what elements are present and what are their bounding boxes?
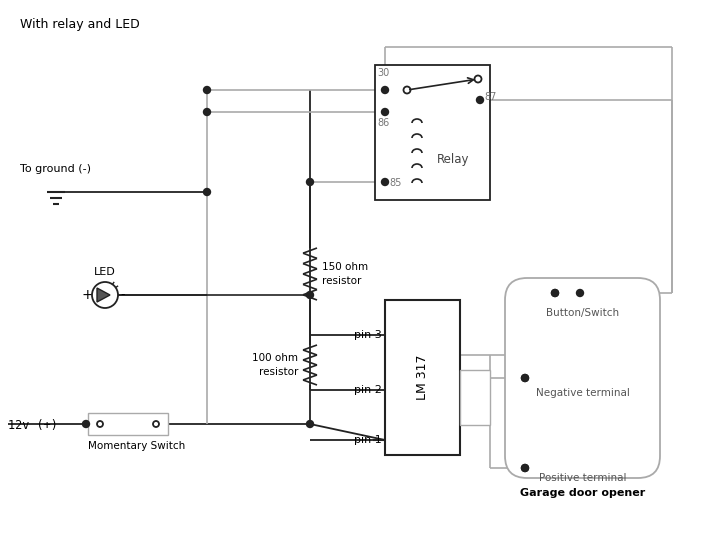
Bar <box>88 413 168 435</box>
Text: LED: LED <box>94 267 116 277</box>
Text: Garage door opener: Garage door opener <box>520 488 645 498</box>
Circle shape <box>521 374 528 381</box>
Circle shape <box>306 178 313 185</box>
Circle shape <box>521 465 528 471</box>
Circle shape <box>521 374 528 381</box>
Circle shape <box>153 421 159 427</box>
Text: pin 2: pin 2 <box>354 385 382 395</box>
Circle shape <box>551 289 559 296</box>
Text: 87: 87 <box>484 92 496 102</box>
Text: 86: 86 <box>377 118 389 128</box>
Text: Momentary Switch: Momentary Switch <box>88 441 186 451</box>
Circle shape <box>382 108 388 115</box>
Circle shape <box>551 289 559 296</box>
Text: 12v (+): 12v (+) <box>8 419 58 432</box>
Text: +: + <box>81 288 93 302</box>
Text: Positive terminal: Positive terminal <box>539 473 626 483</box>
Text: -: - <box>121 288 125 301</box>
Circle shape <box>92 282 118 308</box>
Polygon shape <box>97 288 110 302</box>
Text: pin 3: pin 3 <box>354 330 382 340</box>
Circle shape <box>203 108 211 115</box>
Text: With relay and LED: With relay and LED <box>20 18 139 31</box>
Circle shape <box>306 420 313 427</box>
Circle shape <box>475 76 482 83</box>
Bar <box>385 300 460 455</box>
Bar <box>375 65 490 200</box>
Text: 150 ohm
resistor: 150 ohm resistor <box>322 263 368 286</box>
Circle shape <box>577 289 584 296</box>
Text: Button/Switch: Button/Switch <box>546 308 619 318</box>
Text: LM 317: LM 317 <box>416 355 429 400</box>
Circle shape <box>203 86 211 93</box>
Text: Negative terminal: Negative terminal <box>536 388 629 398</box>
Text: 100 ohm
resistor: 100 ohm resistor <box>252 353 298 376</box>
Text: 85: 85 <box>389 178 401 188</box>
Text: 30: 30 <box>377 68 389 78</box>
Circle shape <box>521 465 528 471</box>
Circle shape <box>477 97 483 104</box>
Text: Relay: Relay <box>437 154 470 166</box>
FancyBboxPatch shape <box>505 278 660 478</box>
Text: To ground (-): To ground (-) <box>20 164 91 174</box>
Bar <box>460 370 490 425</box>
Circle shape <box>382 86 388 93</box>
Circle shape <box>306 292 313 299</box>
Circle shape <box>403 86 411 93</box>
Circle shape <box>382 178 388 185</box>
Circle shape <box>203 188 211 195</box>
Text: pin 1: pin 1 <box>354 435 382 445</box>
Circle shape <box>97 421 103 427</box>
Circle shape <box>83 420 89 427</box>
